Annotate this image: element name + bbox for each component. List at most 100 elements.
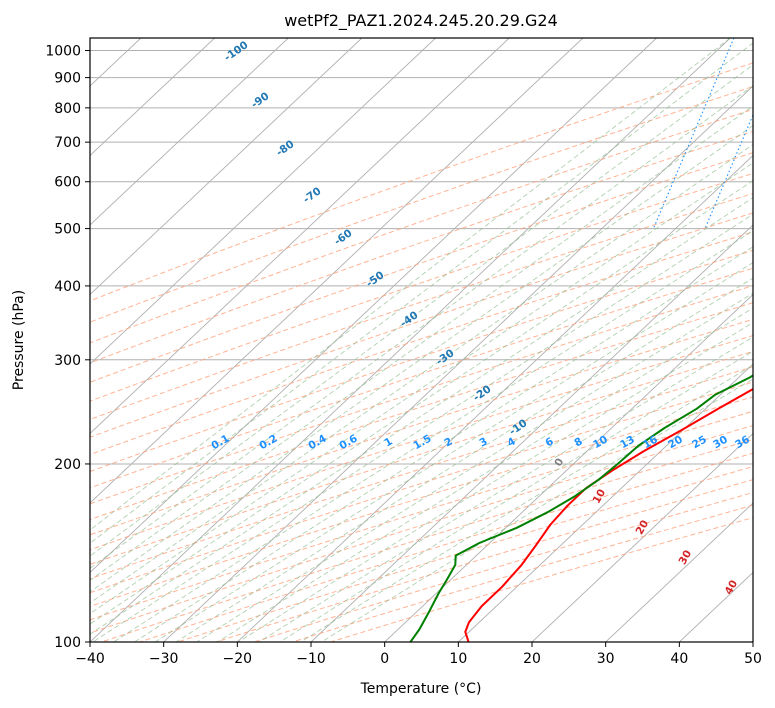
moist-adiabat-line	[90, 64, 753, 557]
mixing-ratio-label: 0.2	[257, 433, 279, 453]
isotherm-line	[90, 38, 584, 504]
x-tick-label: −20	[223, 651, 253, 667]
moist-adiabat-line	[300, 364, 753, 642]
mixing-ratio-label: 0.6	[337, 433, 359, 453]
x-tick-label: 20	[523, 651, 541, 667]
y-tick-label: 500	[54, 222, 81, 238]
dry-adiabat-line	[90, 172, 753, 402]
dry-adiabat-line	[90, 381, 753, 594]
dry-adiabat-line	[90, 350, 753, 566]
isotherm-line	[90, 38, 289, 226]
y-tick-label: 800	[54, 101, 81, 117]
moist-adiabat-line	[217, 307, 753, 642]
moist-adiabat-line	[321, 378, 753, 642]
x-tick-label: 30	[597, 651, 615, 667]
dry-adiabat-line	[90, 318, 753, 536]
moist-adiabat-label: 40	[723, 578, 741, 597]
dry-adiabat-line	[101, 439, 753, 642]
x-tick-label: 40	[670, 651, 688, 667]
mixing-ratio-line	[757, 38, 775, 229]
x-tick-label: 50	[744, 651, 762, 667]
dry-adiabat-label: -20	[471, 383, 493, 404]
dry-adiabat-line	[90, 302, 753, 521]
dry-adiabat-label: -70	[301, 185, 323, 206]
mixing-ratio-label: 25	[690, 434, 709, 452]
dry-adiabat-line	[90, 152, 753, 383]
isotherm-line	[90, 38, 215, 157]
isotherm-line	[384, 293, 753, 642]
dry-adiabat-line	[90, 249, 753, 472]
isotherm-line	[605, 502, 753, 642]
isotherm-line	[90, 38, 436, 365]
x-tick-label: 0	[380, 651, 389, 667]
y-tick-label: 100	[54, 635, 81, 651]
dry-adiabat-line	[90, 130, 753, 364]
mixing-ratio-line	[652, 38, 735, 229]
mixing-ratio-line	[704, 113, 753, 229]
mixing-ratio-label: 3	[477, 435, 489, 449]
label-layer: -100-90-80-70-60-50-40-30-20-100.1 0.2 0.4…	[209, 39, 751, 597]
temperature-profile	[464, 387, 753, 642]
dry-adiabat-line	[139, 452, 753, 642]
dry-adiabat-line	[90, 62, 753, 302]
moist-adiabat-line	[258, 336, 753, 642]
y-tick-label: 300	[54, 353, 81, 369]
y-axis: 1000 900 800 700 600 500 400 300 200 100	[45, 44, 90, 651]
dry-adiabat-line	[90, 212, 753, 438]
moist-adiabat-label: 0	[552, 456, 566, 468]
moist-adiabat-line	[134, 246, 753, 642]
dry-adiabat-line	[90, 267, 753, 489]
isotherm-line	[237, 154, 753, 642]
y-axis-label: Pressure (hPa)	[11, 290, 27, 390]
x-axis: −40 −30 −20 −10 0 10 20 30 40 50	[75, 642, 762, 667]
dry-adiabat-label: -100	[222, 39, 250, 64]
moist-adiabat-line	[90, 42, 753, 544]
moist-adiabat-line	[175, 277, 753, 642]
moist-adiabat-line	[196, 292, 753, 642]
dry-adiabat-line	[90, 108, 753, 344]
dewpoint-profile	[409, 374, 753, 642]
moist-adiabat-line	[90, 143, 753, 604]
moist-adiabat-line	[90, 197, 753, 635]
x-axis-label: Temperature (°C)	[360, 681, 482, 697]
isotherm-line	[90, 38, 731, 642]
dry-adiabat-line	[90, 335, 753, 551]
y-tick-label: 200	[54, 457, 81, 473]
isotherm-line	[90, 38, 510, 435]
dry-adiabat-line	[215, 479, 753, 642]
isotherm-line	[458, 363, 753, 642]
moist-adiabat-line	[113, 230, 753, 642]
dry-adiabat-line	[90, 366, 753, 580]
isotherm-line	[310, 224, 753, 642]
moist-adiabat-label: 30	[677, 548, 695, 567]
mixing-ratio-label: 0.4	[306, 433, 328, 453]
moist-adiabat-label: 20	[634, 518, 652, 537]
dry-adiabat-label: -80	[274, 138, 296, 159]
moist-adiabat-line	[90, 85, 753, 569]
isotherm-line	[752, 641, 753, 642]
x-tick-label: −10	[296, 651, 326, 667]
x-tick-label: 10	[449, 651, 467, 667]
y-tick-label: 1000	[45, 44, 81, 60]
series-layer	[409, 374, 753, 642]
chart-title: wetPf2_PAZ1.2024.245.20.29.G24	[284, 11, 558, 31]
dry-adiabat-label: -40	[398, 309, 420, 330]
plot-frame	[89, 37, 754, 643]
dry-adiabat-line	[254, 491, 753, 642]
dry-adiabat-line	[90, 85, 753, 323]
moist-adiabat-line	[90, 38, 731, 531]
mixing-ratio-label: 10	[591, 434, 610, 452]
isotherm-line	[531, 432, 753, 642]
dry-adiabat-label: -30	[434, 347, 456, 368]
background-lines	[90, 38, 775, 642]
x-tick-label: −30	[149, 651, 179, 667]
mixing-ratio-label: 4	[505, 435, 517, 449]
mixing-ratio-label: 6	[543, 435, 555, 449]
dry-adiabat-line	[90, 231, 753, 456]
y-tick-label: 700	[54, 135, 81, 151]
moist-adiabat-line	[90, 105, 753, 581]
mixing-ratio-label: 16	[641, 434, 660, 452]
moist-adiabat-line	[90, 162, 753, 615]
y-tick-label: 400	[54, 279, 81, 295]
